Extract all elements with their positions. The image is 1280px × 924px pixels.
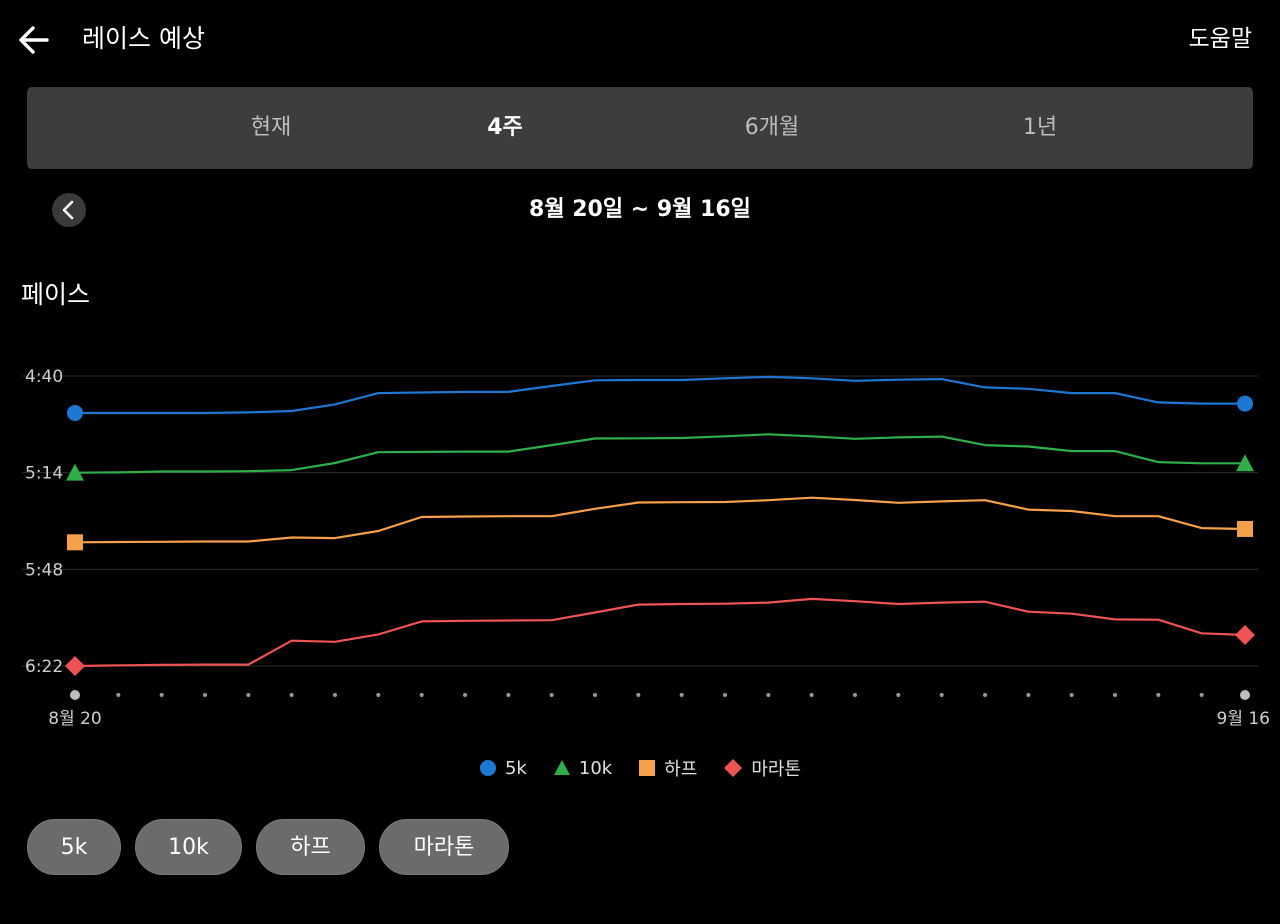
series-endpoint-marker	[65, 656, 85, 676]
pace-chart: 4:40 5:14 5:48 6:22 8월 20 9월 16	[22, 367, 1271, 729]
circle-marker-icon	[479, 760, 496, 776]
x-axis-dot	[506, 693, 511, 697]
legend-label: 10k	[578, 757, 613, 779]
series-endpoint-marker	[1237, 520, 1253, 537]
x-axis-dot	[376, 693, 381, 697]
x-axis-dot	[679, 693, 684, 697]
x-axis-dot	[70, 690, 80, 700]
section-title: 페이스	[21, 280, 91, 309]
legend-item-half: 하프	[638, 755, 697, 781]
x-axis-dot	[1240, 690, 1250, 700]
x-axis-dot	[1156, 693, 1161, 697]
y-tick-label: 5:48	[25, 560, 63, 580]
x-axis-dot	[766, 693, 771, 697]
date-range-label: 8월 20일 ~ 9월 16일	[529, 197, 751, 222]
x-axis-dot	[723, 693, 727, 697]
chart-legend: 5k 10k 하프 마라톤	[0, 754, 1280, 782]
page-title: 레이스 예상	[82, 24, 205, 53]
filter-5k-button[interactable]: 5k	[27, 819, 121, 875]
legend-label: 마라톤	[751, 759, 802, 780]
series-endpoint-marker	[67, 404, 83, 421]
x-axis-dot	[983, 693, 987, 697]
x-axis-dot	[203, 693, 207, 697]
series-line-1	[74, 433, 1245, 474]
x-axis-dot	[333, 693, 337, 697]
top-bar: 레이스 예상 도움말	[0, 0, 1280, 80]
x-axis-dot	[246, 693, 251, 697]
series-endpoint-marker	[1236, 454, 1254, 472]
series-endpoint-marker	[1237, 395, 1253, 412]
filter-half-button[interactable]: 하프	[256, 819, 365, 875]
diamond-marker-icon	[724, 759, 743, 777]
x-axis-dot	[419, 693, 424, 697]
legend-label: 하프	[664, 759, 698, 780]
tab-4-weeks[interactable]: 4주	[487, 115, 523, 140]
x-axis-end-label: 9월 16	[1217, 709, 1271, 729]
x-axis-dot	[463, 693, 467, 697]
series-endpoint-marker	[1235, 625, 1255, 646]
tab-1-year[interactable]: 1년	[1022, 115, 1058, 140]
triangle-marker-icon	[553, 760, 570, 775]
race-filter-chips: 5k 10k 하프 마라톤	[27, 819, 509, 875]
x-axis-dot	[289, 693, 294, 697]
tab-6-months[interactable]: 6개월	[744, 115, 800, 140]
tab-current[interactable]: 현재	[250, 115, 292, 140]
filter-10k-button[interactable]: 10k	[135, 819, 242, 875]
filter-marathon-button[interactable]: 마라톤	[379, 819, 509, 875]
period-tabs: 현재 4주 6개월 1년	[27, 87, 1253, 169]
x-axis-dot	[549, 693, 554, 697]
x-axis-dot	[1113, 693, 1117, 697]
y-tick-label: 4:40	[25, 367, 63, 387]
x-axis-dot	[159, 693, 164, 697]
x-axis-dot	[593, 693, 597, 697]
series-endpoint-marker	[66, 463, 84, 481]
legend-item-marathon: 마라톤	[723, 755, 801, 781]
chevron-left-icon	[62, 200, 74, 220]
legend-item-5k: 5k	[479, 758, 527, 779]
y-tick-label: 5:14	[25, 464, 63, 484]
legend-item-10k: 10k	[553, 758, 612, 779]
series-line-2	[74, 496, 1246, 544]
x-axis-dot	[809, 693, 814, 697]
back-button[interactable]	[14, 20, 54, 60]
x-axis-dot	[636, 693, 641, 697]
x-axis-dot	[1199, 693, 1204, 697]
x-axis-start-label: 8월 20	[48, 709, 102, 729]
x-axis-dot	[116, 693, 121, 697]
x-axis-dot	[939, 693, 944, 697]
series-endpoint-marker	[67, 534, 83, 551]
series-line-0	[75, 375, 1245, 415]
series-line-3	[74, 597, 1246, 668]
x-axis-dot	[853, 693, 857, 697]
x-axis-dot	[1026, 693, 1031, 697]
arrow-left-icon	[19, 26, 49, 54]
y-tick-label: 6:22	[25, 657, 63, 677]
x-axis-dot	[1069, 693, 1074, 697]
square-marker-icon	[639, 760, 656, 776]
legend-label: 5k	[504, 757, 527, 779]
x-axis-dot	[896, 693, 901, 697]
help-button[interactable]: 도움말	[1188, 26, 1252, 52]
previous-range-button[interactable]	[52, 193, 86, 227]
